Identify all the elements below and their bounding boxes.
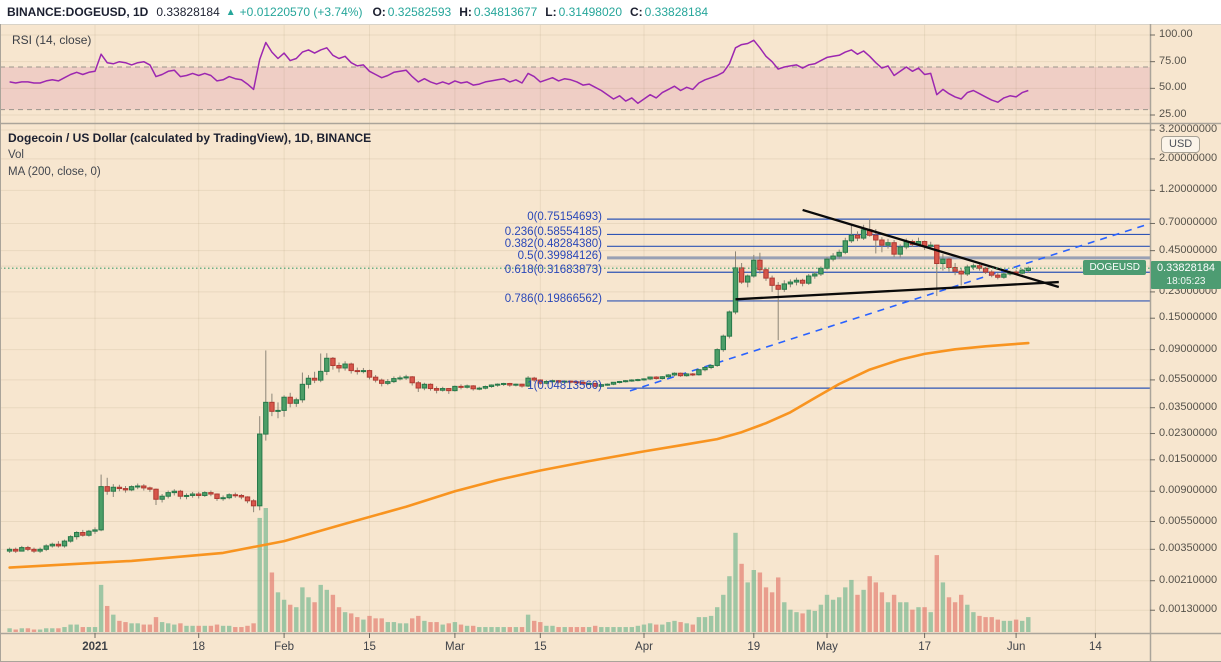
price-change: +0.01220570 (+3.74%) xyxy=(239,5,363,19)
time-axis-label: May xyxy=(816,641,838,653)
price-axis-label: 0.09000000 xyxy=(1159,342,1218,355)
fib-level-label: 1(0.04813560) xyxy=(527,380,602,393)
price-axis-label: 0.05500000 xyxy=(1159,372,1218,385)
time-axis-label: 15 xyxy=(533,641,547,653)
symbol-price-flag: DOGEUSD xyxy=(1083,260,1146,275)
price-axis-label: 0.70000000 xyxy=(1159,216,1218,229)
time-axis-label: Feb xyxy=(274,641,294,653)
time-axis-label: 17 xyxy=(918,641,931,653)
low-label: L: xyxy=(545,5,557,19)
price-axis-label: 1.20000000 xyxy=(1159,183,1218,196)
fib-level-label: 0.236(0.58554185) xyxy=(504,226,602,239)
rsi-axis-label: 25.00 xyxy=(1159,108,1187,120)
close-label: C: xyxy=(630,5,643,19)
low-value: 0.31498020 xyxy=(558,5,622,19)
price-axis-label: 0.00130000 xyxy=(1159,603,1218,616)
price-axis-label: 0.00900000 xyxy=(1159,484,1218,497)
time-axis-label: 14 xyxy=(1088,641,1102,653)
price-axis-label: 0.15000000 xyxy=(1159,311,1218,324)
price-axis-label: 3.20000000 xyxy=(1159,123,1218,135)
price-axis-label: 0.00210000 xyxy=(1159,573,1218,586)
quote-bar: BINANCE:DOGEUSD, 1D 0.33828184 ▲ +0.0122… xyxy=(0,0,1221,24)
time-axis-label: Jun xyxy=(1006,641,1026,653)
high-label: H: xyxy=(459,5,472,19)
badge-countdown-time: 18:05:23 xyxy=(1166,276,1206,287)
rsi-axis-label: 75.00 xyxy=(1159,54,1187,67)
rsi-axis-label: 100.00 xyxy=(1159,28,1193,40)
price-axis-label: 0.00550000 xyxy=(1159,514,1218,527)
time-axis-label: 19 xyxy=(747,641,761,653)
chart-title-legend[interactable]: Dogecoin / US Dollar (calculated by Trad… xyxy=(8,131,372,145)
time-axis-label: 18 xyxy=(192,641,206,653)
price-axis-label: 0.03500000 xyxy=(1159,400,1218,413)
time-axis-label: 15 xyxy=(363,641,376,653)
fib-level-label: 0(0.75154693) xyxy=(527,211,602,224)
price-axis-label: 0.45000000 xyxy=(1159,243,1218,256)
time-axis-label: Apr xyxy=(635,641,653,653)
ma-indicator-legend[interactable]: MA (200, close, 0) xyxy=(8,166,101,178)
symbol-interval[interactable]: BINANCE:DOGEUSD, 1D xyxy=(7,5,149,19)
price-axis-label: 0.01500000 xyxy=(1159,452,1218,465)
rsi-axis-label: 50.00 xyxy=(1159,81,1187,94)
price-axis-label: 0.02300000 xyxy=(1159,426,1218,439)
fib-level-label: 0.618(0.31683873) xyxy=(504,264,602,277)
price-axis-label: 2.00000000 xyxy=(1159,151,1218,164)
current-price-badge: 0.33828184 18:05:23 xyxy=(1151,261,1221,289)
badge-price: 0.33828184 xyxy=(1156,262,1216,274)
last-price: 0.33828184 xyxy=(156,5,220,19)
open-label: O: xyxy=(372,5,386,19)
volume-indicator-legend[interactable]: Vol xyxy=(8,149,24,161)
high-value: 0.34813677 xyxy=(473,5,538,19)
up-arrow-icon: ▲ xyxy=(225,6,236,18)
fib-level-label: 0.382(0.48284380) xyxy=(504,238,602,251)
price-axis-label: 0.00350000 xyxy=(1159,542,1218,555)
open-value: 0.32582593 xyxy=(387,5,452,19)
close-value: 0.33828184 xyxy=(644,5,709,19)
fib-level-label: 0.786(0.19866562) xyxy=(504,292,602,305)
rsi-indicator-legend[interactable]: RSI (14, close) xyxy=(12,33,92,47)
currency-usd-button[interactable]: USD xyxy=(1161,136,1201,153)
time-axis-label: 2021 xyxy=(82,641,108,653)
time-axis-label: Mar xyxy=(444,641,465,653)
fib-level-label: 0.5(0.39984126) xyxy=(517,249,602,262)
